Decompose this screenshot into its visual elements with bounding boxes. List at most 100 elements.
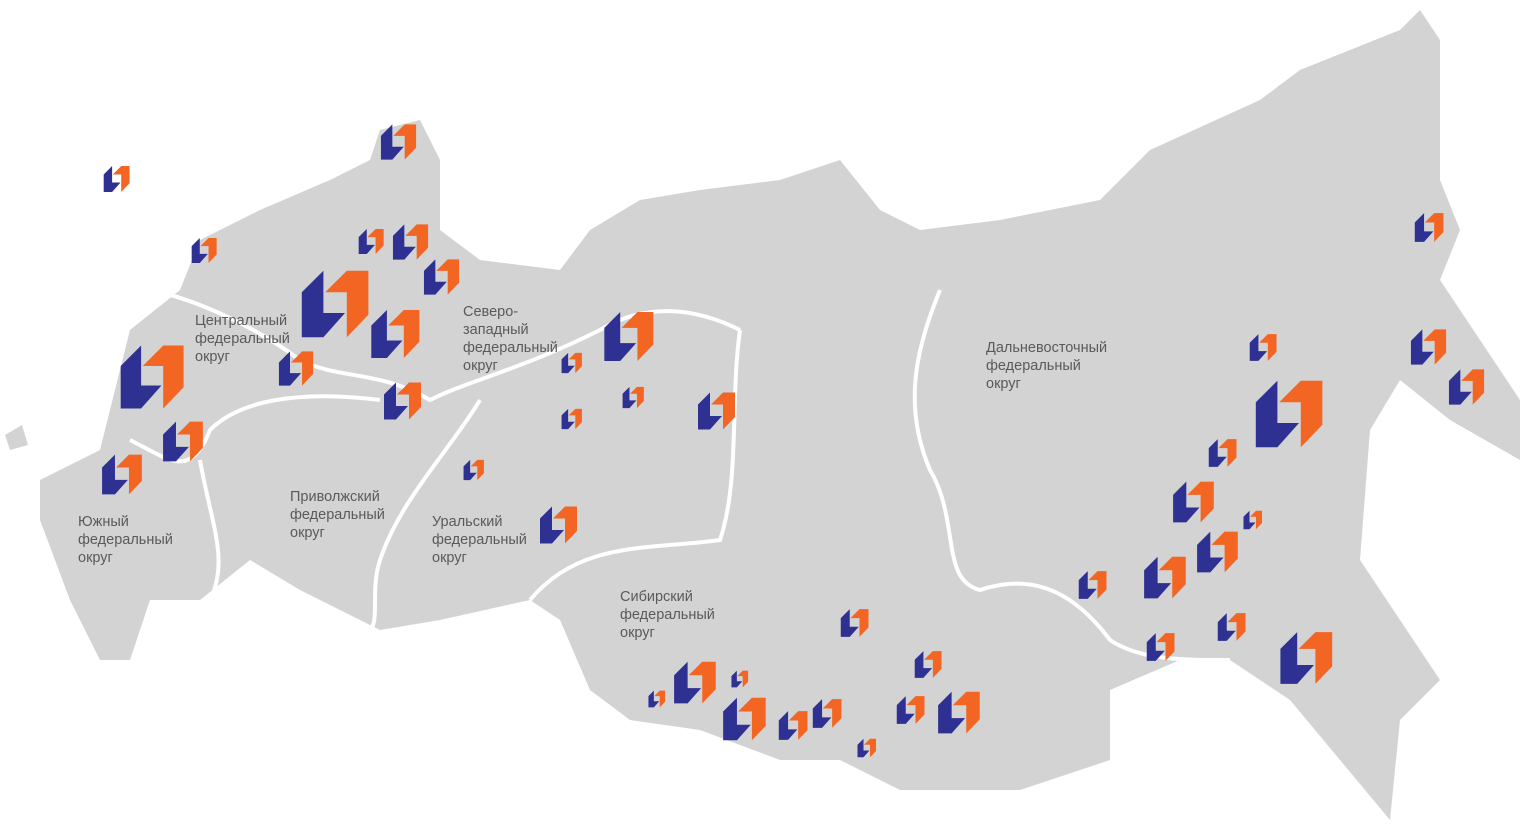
marker-blue-part bbox=[1208, 439, 1227, 467]
district-label-south: Южный федеральный округ bbox=[78, 514, 173, 566]
office-marker-icon[interactable] bbox=[937, 690, 982, 740]
district-label-volga: Приволжский федеральный округ bbox=[290, 489, 385, 541]
marker-blue-part bbox=[371, 309, 403, 359]
office-marker-icon[interactable] bbox=[539, 505, 579, 550]
office-marker-icon[interactable] bbox=[914, 650, 943, 684]
office-marker-icon[interactable] bbox=[278, 350, 315, 392]
marker-blue-part bbox=[914, 651, 933, 678]
office-marker-icon[interactable] bbox=[1208, 438, 1238, 473]
office-marker-icon[interactable] bbox=[722, 696, 768, 747]
marker-orange-part bbox=[397, 382, 421, 420]
office-marker-icon[interactable] bbox=[603, 310, 656, 368]
marker-blue-part bbox=[1280, 632, 1314, 684]
marker-blue-part bbox=[1414, 213, 1434, 242]
office-marker-icon[interactable] bbox=[162, 420, 205, 468]
office-marker-icon[interactable] bbox=[896, 695, 926, 730]
office-marker-icon[interactable] bbox=[191, 237, 218, 269]
office-marker-icon[interactable] bbox=[370, 308, 422, 365]
office-marker-icon[interactable] bbox=[1243, 510, 1263, 535]
marker-blue-part bbox=[648, 690, 660, 708]
marker-blue-part bbox=[938, 691, 966, 734]
marker-orange-part bbox=[1227, 613, 1246, 641]
office-marker-icon[interactable] bbox=[731, 670, 749, 693]
office-marker-icon[interactable] bbox=[1254, 378, 1326, 455]
office-marker-icon[interactable] bbox=[300, 268, 372, 345]
marker-orange-part bbox=[738, 697, 766, 741]
marker-blue-part bbox=[604, 311, 637, 362]
marker-orange-part bbox=[864, 738, 876, 758]
office-marker-icon[interactable] bbox=[857, 738, 877, 763]
office-marker-icon[interactable] bbox=[1146, 632, 1176, 667]
marker-blue-part bbox=[380, 124, 404, 160]
marker-blue-part bbox=[723, 697, 751, 741]
office-marker-icon[interactable] bbox=[383, 381, 423, 426]
office-marker-icon[interactable] bbox=[812, 698, 843, 734]
marker-orange-part bbox=[393, 124, 417, 160]
office-marker-icon[interactable] bbox=[561, 352, 583, 379]
marker-blue-part bbox=[103, 166, 121, 192]
office-marker-icon[interactable] bbox=[778, 710, 809, 746]
marker-orange-part bbox=[737, 670, 749, 688]
marker-orange-part bbox=[1424, 213, 1444, 242]
office-marker-icon[interactable] bbox=[1196, 530, 1240, 579]
marker-blue-part bbox=[1410, 329, 1434, 365]
marker-blue-part bbox=[358, 229, 375, 254]
marker-orange-part bbox=[436, 259, 460, 295]
office-marker-icon[interactable] bbox=[1279, 630, 1335, 691]
marker-orange-part bbox=[1088, 571, 1107, 599]
office-marker-icon[interactable] bbox=[673, 660, 718, 710]
office-marker-icon[interactable] bbox=[423, 258, 461, 301]
office-marker-icon[interactable] bbox=[1448, 368, 1486, 411]
office-marker-icon[interactable] bbox=[1249, 333, 1278, 367]
marker-orange-part bbox=[1158, 556, 1186, 599]
marker-blue-part bbox=[840, 609, 859, 637]
office-marker-icon[interactable] bbox=[101, 453, 144, 501]
marker-blue-part bbox=[278, 351, 302, 386]
district-label-central: Центральный федеральный округ bbox=[195, 313, 290, 365]
office-marker-icon[interactable] bbox=[358, 228, 385, 260]
office-marker-icon[interactable] bbox=[392, 223, 430, 266]
marker-orange-part bbox=[630, 386, 644, 409]
office-marker-icon[interactable] bbox=[1410, 328, 1448, 371]
marker-orange-part bbox=[142, 345, 184, 409]
marker-blue-part bbox=[463, 459, 477, 481]
marker-orange-part bbox=[850, 609, 869, 637]
marker-orange-part bbox=[621, 311, 654, 362]
marker-blue-part bbox=[301, 270, 345, 338]
marker-orange-part bbox=[177, 421, 203, 462]
office-marker-icon[interactable] bbox=[1172, 480, 1216, 529]
office-marker-icon[interactable] bbox=[1143, 555, 1188, 605]
office-marker-icon[interactable] bbox=[463, 459, 485, 486]
marker-orange-part bbox=[1250, 510, 1262, 530]
kaliningrad bbox=[5, 425, 28, 450]
office-marker-icon[interactable] bbox=[103, 165, 131, 198]
marker-orange-part bbox=[568, 408, 582, 430]
marker-orange-part bbox=[1187, 481, 1214, 523]
office-marker-icon[interactable] bbox=[840, 608, 870, 643]
marker-blue-part bbox=[731, 670, 743, 688]
office-marker-icon[interactable] bbox=[1078, 570, 1108, 605]
office-marker-icon[interactable] bbox=[1217, 612, 1247, 647]
marker-blue-part bbox=[698, 392, 722, 430]
marker-orange-part bbox=[200, 238, 217, 263]
office-marker-icon[interactable] bbox=[119, 343, 187, 416]
office-marker-icon[interactable] bbox=[697, 391, 737, 436]
office-marker-icon[interactable] bbox=[1414, 212, 1445, 248]
marker-orange-part bbox=[688, 661, 716, 704]
marker-blue-part bbox=[622, 386, 637, 409]
district-label-fareast: Дальневосточный федеральный округ bbox=[986, 340, 1108, 392]
marker-orange-part bbox=[906, 696, 925, 724]
marker-blue-part bbox=[1217, 613, 1236, 641]
russia-landmass bbox=[40, 10, 1520, 820]
marker-orange-part bbox=[1279, 380, 1323, 448]
office-marker-icon[interactable] bbox=[561, 408, 583, 435]
district-label-northwest: Северо- западный федеральный округ bbox=[463, 304, 558, 374]
marker-orange-part bbox=[788, 711, 808, 740]
marker-orange-part bbox=[112, 166, 130, 192]
office-marker-icon[interactable] bbox=[622, 386, 645, 414]
marker-blue-part bbox=[392, 224, 416, 260]
office-marker-icon[interactable] bbox=[648, 690, 666, 713]
office-marker-icon[interactable] bbox=[380, 123, 418, 166]
